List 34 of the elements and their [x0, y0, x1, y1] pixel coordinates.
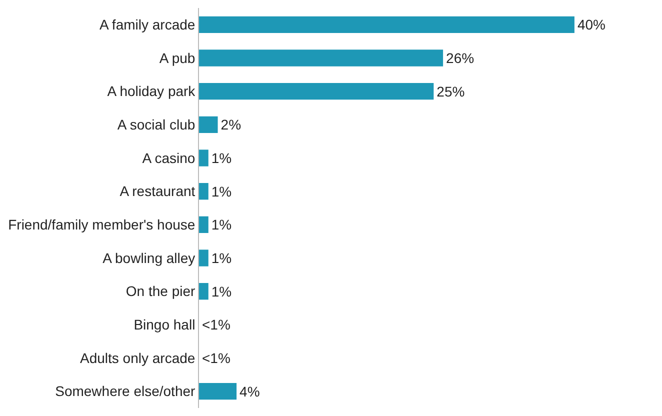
y-tick-label: On the pier — [126, 283, 196, 300]
bar — [199, 83, 434, 100]
data-label: 1% — [211, 150, 232, 166]
y-tick-label: A social club — [117, 116, 196, 133]
data-label: 25% — [436, 83, 465, 100]
bar — [199, 250, 208, 266]
bar — [199, 16, 574, 33]
bar — [199, 216, 208, 233]
y-tick-label: A casino — [142, 150, 196, 166]
data-label: 1% — [211, 183, 232, 200]
y-tick-label: Somewhere else/other — [55, 383, 196, 400]
bar — [199, 116, 218, 133]
y-tick-label: A holiday park — [107, 83, 196, 100]
bar — [199, 283, 208, 300]
y-tick-label: Friend/family member's house — [8, 216, 196, 233]
y-tick-label: A restaurant — [120, 183, 196, 200]
y-tick-label: Adults only arcade — [80, 350, 196, 366]
data-label: 1% — [211, 250, 232, 266]
data-label: <1% — [202, 316, 230, 333]
y-tick-label: Bingo hall — [134, 316, 196, 333]
data-label: 26% — [446, 50, 474, 66]
data-label: 1% — [211, 283, 232, 300]
data-label: 40% — [577, 16, 606, 33]
bar — [199, 50, 444, 66]
y-tick-label: A pub — [159, 50, 196, 66]
bar — [199, 150, 208, 166]
bar — [199, 383, 237, 400]
bar — [199, 183, 208, 200]
y-tick-label: A bowling alley — [102, 250, 196, 266]
data-label: 4% — [240, 383, 260, 400]
data-label: 2% — [220, 116, 242, 133]
data-label: <1% — [202, 350, 230, 366]
y-tick-label: A family arcade — [99, 16, 196, 33]
data-label: 1% — [211, 216, 232, 233]
